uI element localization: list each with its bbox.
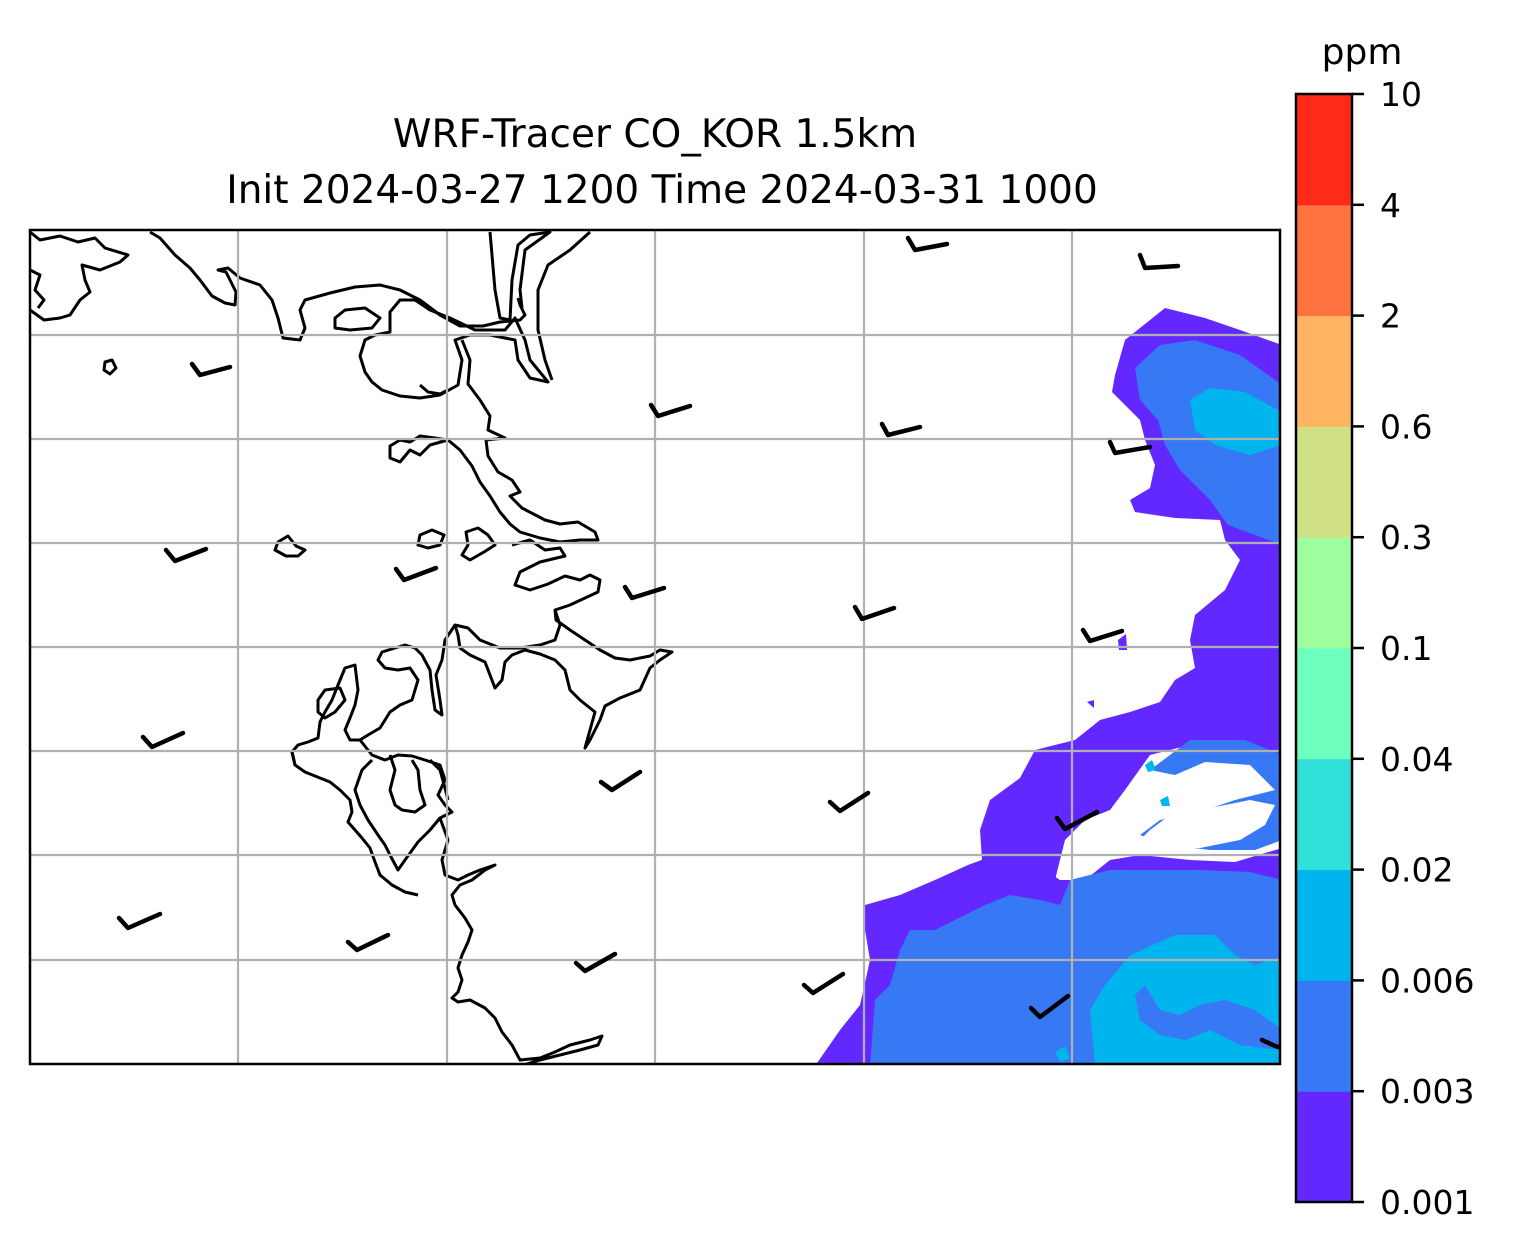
colorbar-tick-label: 4 [1380,186,1401,225]
wind-barb [852,604,897,622]
colorbar-swatch [1296,1091,1352,1203]
map-panel [28,228,1282,1066]
colorbar-swatch [1296,204,1352,317]
colorbar-tick-label: 0.6 [1380,407,1432,446]
colorbar-tick-label: 0.04 [1380,740,1453,779]
gridlines [30,230,1280,1064]
wind-barb [116,911,163,931]
colorbar: ppm 0.001 0.003 0.006 0.02 0.04 0.1 0.3 0.6 2 4 10 [1294,32,1474,1222]
colorbar-tick-label: 0.006 [1380,961,1474,1000]
coastline-north [30,230,130,322]
colorbar-tick-label: 2 [1380,297,1401,336]
wind-barb [573,951,618,974]
wind-barb [827,790,871,814]
colorbar-swatch [1296,758,1352,871]
wind-barb [622,584,667,601]
title-line-1: WRF-Tracer CO_KOR 1.5km [393,112,917,157]
wind-barb [905,235,950,253]
colorbar-swatch [1296,315,1352,427]
contour-blue-north [1135,340,1280,545]
wind-barb [1054,809,1100,832]
wind-barb [598,769,643,793]
wind-barb [1107,439,1153,456]
wind-barb [648,402,693,419]
colorbar-swatch [1296,648,1352,760]
wind-barb [879,421,923,438]
wind-barb [140,730,186,750]
colorbar-swatch [1296,869,1352,981]
colorbar-swatch [1296,537,1352,649]
colorbar-swatch [1296,94,1352,206]
colorbar-swatch [1296,426,1352,538]
wind-barb [1080,627,1125,644]
title-line-2: Init 2024-03-27 1200 Time 2024-03-31 100… [226,168,1098,213]
contour-cyan-south [1090,935,1280,1064]
wind-barb [189,361,233,378]
colorbar-tick-label: 0.1 [1380,629,1432,668]
wind-barb [1028,993,1071,1020]
colorbar-tick-label: 0.001 [1380,1183,1474,1222]
wind-barb [345,932,391,953]
colorbar-unit-label: ppm [1322,32,1403,73]
colorbar-tick-label: 0.02 [1380,851,1453,890]
wind-barbs [116,235,1280,1050]
contour-blue-south [870,870,1280,1064]
wind-barb [163,546,209,564]
colorbar-swatch [1296,980,1352,1092]
colorbar-tick-label: 0.003 [1380,1072,1474,1111]
colorbar-tick-label: 0.3 [1380,518,1432,557]
wind-barb [1137,252,1181,271]
wind-barb [801,971,846,996]
map-frame [28,228,1282,1066]
colorbar-tick-label: 10 [1380,75,1422,114]
wind-barb [393,565,439,583]
